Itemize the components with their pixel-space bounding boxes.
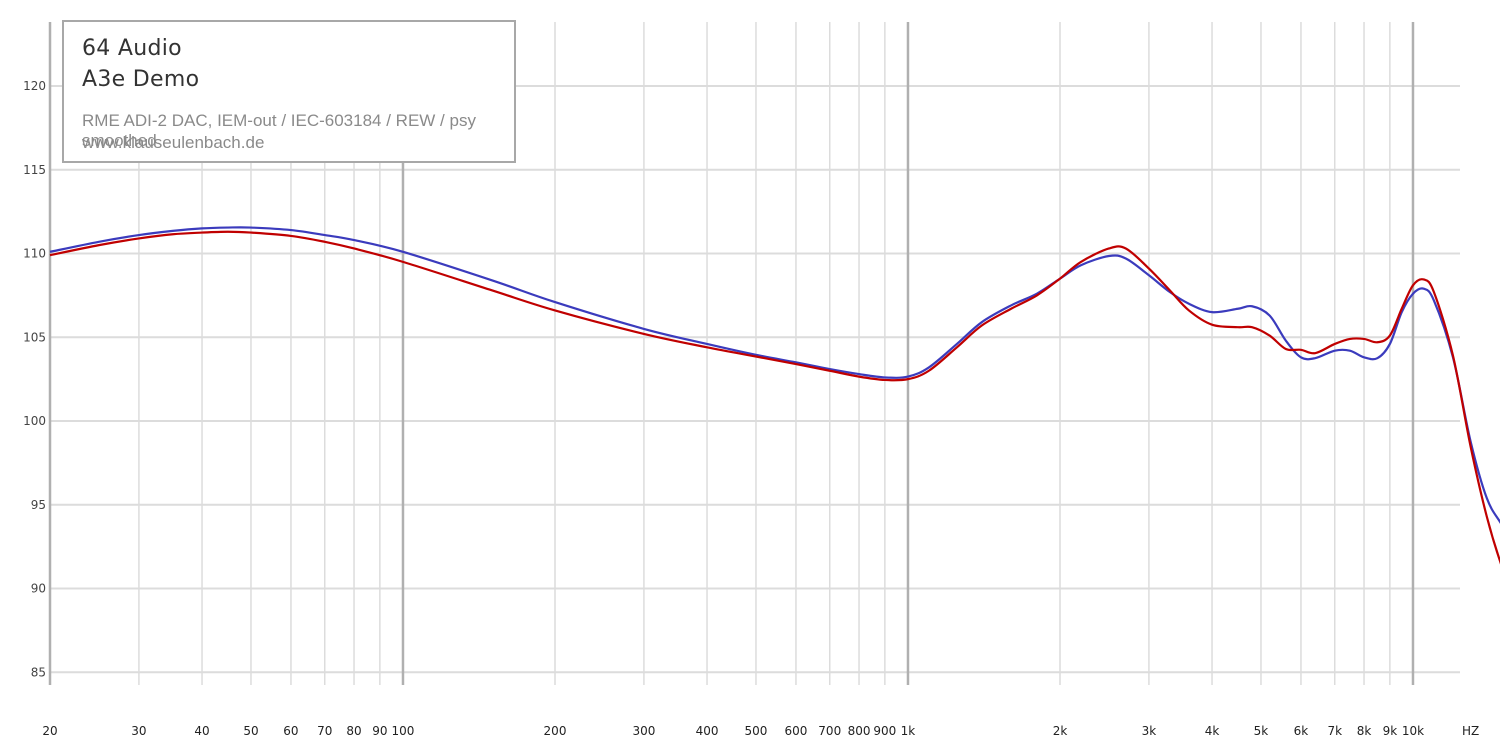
- x-tick-label: 10k: [1402, 724, 1424, 738]
- legend-website: www.klauseulenbach.de: [82, 133, 265, 152]
- x-tick-label: 1k: [901, 724, 916, 738]
- series-lines: [49, 226, 1500, 565]
- x-tick-label: 400: [696, 724, 719, 738]
- series-line-blue: [49, 226, 1500, 524]
- legend-brand: 64 Audio: [82, 36, 182, 61]
- x-tick-label: 700: [818, 724, 841, 738]
- x-tick-label: 30: [131, 724, 146, 738]
- x-tick-label: 70: [317, 724, 332, 738]
- x-tick-label: 100: [392, 724, 415, 738]
- x-tick-label: 40: [194, 724, 209, 738]
- x-tick-label: 90: [372, 724, 387, 738]
- y-tick-label: 90: [31, 582, 46, 596]
- x-tick-label: 200: [544, 724, 567, 738]
- y-tick-label: 120: [23, 79, 46, 93]
- x-tick-label: 4k: [1205, 724, 1220, 738]
- y-tick-label: 85: [31, 665, 46, 679]
- x-tick-label: 800: [848, 724, 871, 738]
- series-line-red: [49, 230, 1500, 565]
- x-tick-label: 8k: [1357, 724, 1372, 738]
- y-tick-label: 115: [23, 163, 46, 177]
- x-tick-label: 3k: [1142, 724, 1157, 738]
- y-tick-label: 100: [23, 414, 46, 428]
- x-tick-label: 20: [42, 724, 57, 738]
- x-tick-label: 60: [283, 724, 298, 738]
- legend-box: 64 Audio A3e Demo RME ADI-2 DAC, IEM-out…: [62, 20, 516, 163]
- x-tick-label: 9k: [1383, 724, 1398, 738]
- x-unit-label: HZ: [1462, 724, 1479, 738]
- x-tick-label: 300: [632, 724, 655, 738]
- y-tick-label: 95: [31, 498, 46, 512]
- y-tick-label: 105: [23, 330, 46, 344]
- x-tick-label: 500: [745, 724, 768, 738]
- legend-model: A3e Demo: [82, 67, 200, 92]
- x-tick-label: 7k: [1327, 724, 1342, 738]
- y-tick-label: 110: [23, 247, 46, 261]
- y-tick-labels: 85 90 95 100 105 110 115 120: [23, 79, 46, 679]
- x-tick-label: 80: [346, 724, 361, 738]
- x-tick-label: 5k: [1254, 724, 1269, 738]
- x-tick-label: 2k: [1053, 724, 1068, 738]
- x-tick-label: 600: [784, 724, 807, 738]
- x-tick-label: 50: [243, 724, 258, 738]
- x-tick-label: 6k: [1294, 724, 1309, 738]
- x-tick-labels: 20 30 40 50 60 70 80 90 100 200 300 400 500 600 700 800…: [42, 724, 1424, 738]
- legend-setup: RME ADI-2 DAC, IEM-out / IEC-603184 / RE…: [82, 111, 476, 150]
- x-tick-label: 900: [873, 724, 896, 738]
